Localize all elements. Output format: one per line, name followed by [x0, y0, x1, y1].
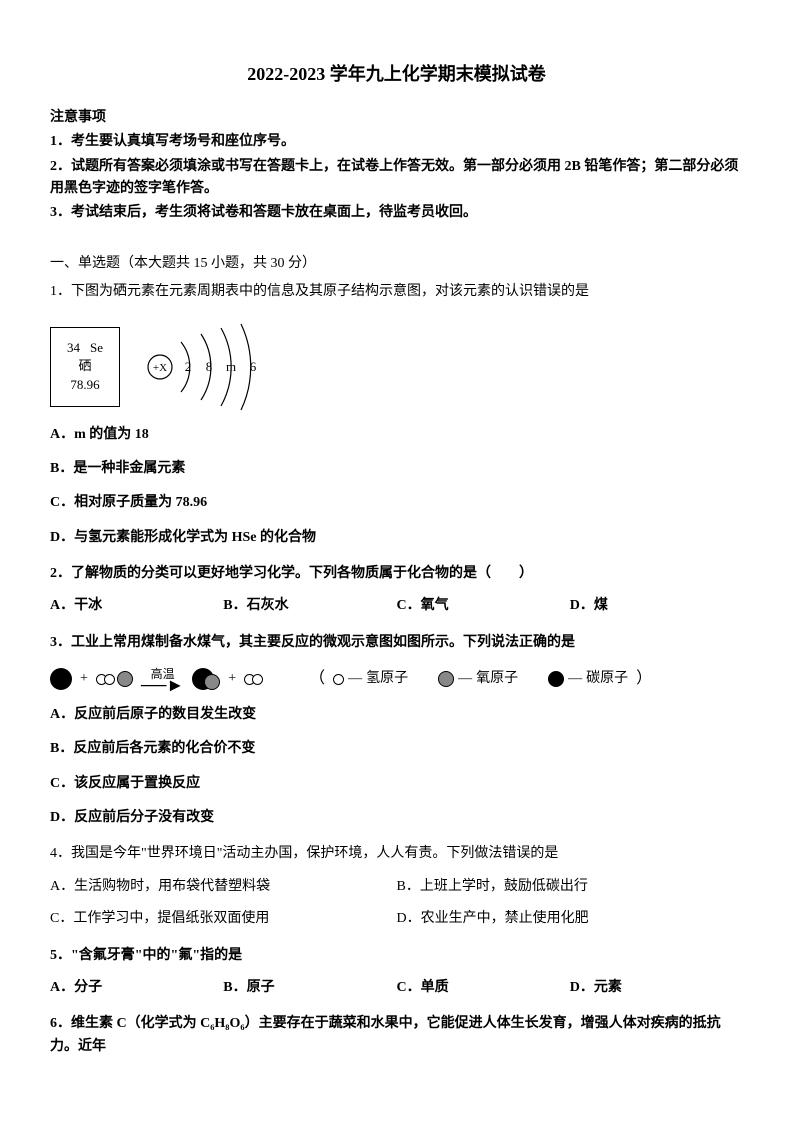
- q6-stem: 6．维生素 C（化学式为 C₆H₈O₆）主要存在于蔬菜和水果中，它能促进人体生长…: [50, 1013, 743, 1058]
- q3-reaction-diagram: + 高温 ──► + （ —氢原子 —氧原子 —碳原子 ）: [50, 666, 743, 692]
- q2-stem: 2．了解物质的分类可以更好地学习化学。下列各物质属于化合物的是（ ）: [50, 563, 743, 585]
- notice-heading: 注意事项: [50, 107, 743, 129]
- q5-option-c: C．单质: [397, 977, 570, 999]
- carbon-atom-icon: [50, 668, 72, 690]
- notice-block: 注意事项 1．考生要认真填写考场号和座位序号。 2．试题所有答案必须填涂或书写在…: [50, 107, 743, 225]
- page-title: 2022-2023 学年九上化学期末模拟试卷: [50, 60, 743, 89]
- legend-c: —碳原子: [548, 668, 628, 690]
- q4-option-a: A．生活购物时，用布袋代替塑料袋: [50, 876, 397, 898]
- q5-option-b: B．原子: [223, 977, 396, 999]
- element-symbol: Se: [90, 339, 103, 357]
- notice-item-2: 2．试题所有答案必须填涂或书写在答题卡上，在试卷上作答无效。第一部分必须用 2B…: [50, 156, 743, 201]
- q1-option-b: B．是一种非金属元素: [50, 458, 743, 480]
- q3-option-a: A．反应前后原子的数目发生改变: [50, 704, 743, 726]
- h2-molecule-icon: [244, 674, 263, 685]
- q1-option-d: D．与氢元素能形成化学式为 HSe 的化合物: [50, 527, 743, 549]
- q4-option-b: B．上班上学时，鼓励低碳出行: [397, 876, 744, 898]
- q2-option-c: C．氧气: [397, 595, 570, 617]
- q2-option-b: B．石灰水: [223, 595, 396, 617]
- high-temp-arrow: 高温 ──►: [141, 668, 184, 691]
- q4-option-d: D．农业生产中，禁止使用化肥: [397, 908, 744, 930]
- q1-option-a: A．m 的值为 18: [50, 424, 743, 446]
- q5-option-a: A．分子: [50, 977, 223, 999]
- notice-item-1: 1．考生要认真填写考场号和座位序号。: [50, 131, 743, 153]
- atomic-number: 34: [67, 339, 80, 357]
- paren-close-icon: ）: [636, 666, 652, 692]
- svg-text:8: 8: [206, 359, 213, 374]
- q1-stem: 1．下图为硒元素在元素周期表中的信息及其原子结构示意图，对该元素的认识错误的是: [50, 281, 743, 303]
- svg-text:m: m: [226, 359, 236, 374]
- co-molecule-icon: [192, 668, 220, 690]
- q4-option-c: C．工作学习中，提倡纸张双面使用: [50, 908, 397, 930]
- paren-open-icon: （: [309, 666, 325, 692]
- q3-option-c: C．该反应属于置换反应: [50, 773, 743, 795]
- q3-stem: 3．工业上常用煤制备水煤气，其主要反应的微观示意图如图所示。下列说法正确的是: [50, 632, 743, 654]
- q3-option-b: B．反应前后各元素的化合价不变: [50, 738, 743, 760]
- q2-option-a: A．干冰: [50, 595, 223, 617]
- legend-h: —氢原子: [333, 668, 408, 690]
- water-molecule-icon: [96, 671, 133, 687]
- svg-text:6: 6: [250, 359, 257, 374]
- atom-structure-diagram: +X 2 8 m 6: [138, 322, 298, 412]
- svg-text:+X: +X: [153, 362, 167, 374]
- legend-o: —氧原子: [438, 668, 518, 690]
- q5-stem: 5．"含氟牙膏"中的"氟"指的是: [50, 945, 743, 967]
- atomic-mass: 78.96: [70, 376, 99, 394]
- q3-option-d: D．反应前后分子没有改变: [50, 807, 743, 829]
- q4-stem: 4．我国是今年"世界环境日"活动主办国，保护环境，人人有责。下列做法错误的是: [50, 843, 743, 865]
- element-box: 34 Se 硒 78.96: [50, 327, 120, 407]
- q1-figure: 34 Se 硒 78.96 +X 2 8 m 6: [50, 322, 743, 412]
- q1-option-c: C．相对原子质量为 78.96: [50, 492, 743, 514]
- svg-text:2: 2: [185, 359, 192, 374]
- plus-icon: +: [80, 668, 88, 690]
- element-name: 硒: [78, 357, 91, 375]
- notice-item-3: 3．考试结束后，考生须将试卷和答题卡放在桌面上，待监考员收回。: [50, 202, 743, 224]
- q5-option-d: D．元素: [570, 977, 743, 999]
- section-1-heading: 一、单选题（本大题共 15 小题，共 30 分）: [50, 253, 743, 275]
- q2-option-d: D．煤: [570, 595, 743, 617]
- plus-icon: +: [228, 668, 236, 690]
